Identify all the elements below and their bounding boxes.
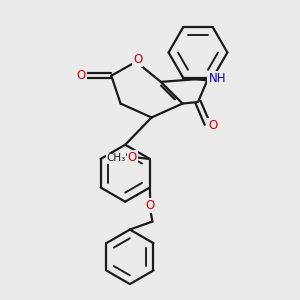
Text: CH₃: CH₃ [106, 153, 125, 163]
Text: NH: NH [208, 72, 226, 85]
Text: O: O [76, 69, 86, 82]
Text: O: O [128, 151, 137, 164]
Text: O: O [208, 119, 218, 132]
Text: O: O [133, 53, 142, 66]
Text: O: O [146, 199, 155, 212]
